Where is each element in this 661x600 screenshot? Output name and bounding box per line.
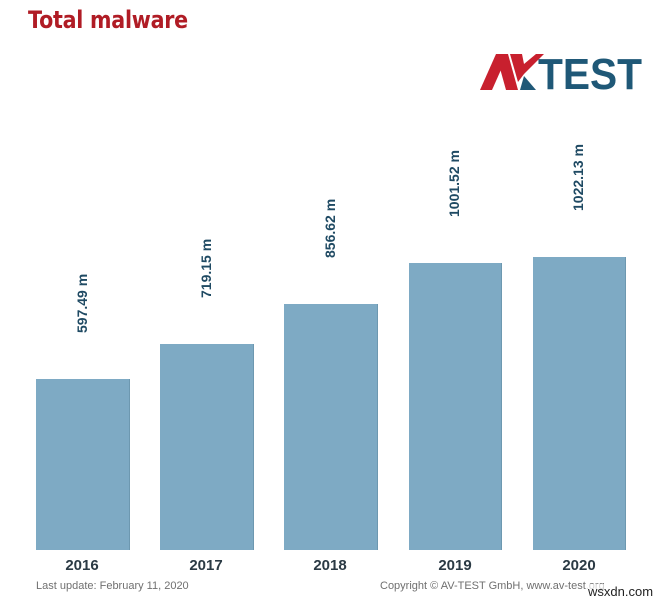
last-update-text: Last update: February 11, 2020 bbox=[36, 580, 189, 592]
bar-2016 bbox=[36, 379, 129, 550]
value-label-2016: 597.49 m bbox=[74, 273, 90, 333]
bar-2017 bbox=[160, 344, 253, 550]
bar-2019 bbox=[409, 263, 501, 550]
watermark-text: wsxdn.com bbox=[586, 584, 656, 599]
bar-2020 bbox=[533, 257, 625, 550]
copyright-text: Copyright © AV-TEST GmbH, www.av-test.or… bbox=[380, 580, 605, 592]
value-label-2020: 1022.13 m bbox=[570, 144, 586, 211]
x-label-2018: 2018 bbox=[313, 557, 347, 574]
av-test-logo-icon: TEST bbox=[480, 52, 642, 92]
logo-text: TEST bbox=[538, 52, 642, 92]
x-label-2017: 2017 bbox=[189, 557, 223, 574]
value-label-2017: 719.15 m bbox=[198, 238, 214, 298]
x-label-2020: 2020 bbox=[562, 557, 596, 574]
chart-title: Total malware bbox=[28, 6, 188, 34]
bar-2018 bbox=[284, 304, 377, 550]
x-label-2016: 2016 bbox=[65, 557, 99, 574]
value-label-2018: 856.62 m bbox=[322, 198, 338, 258]
value-label-2019: 1001.52 m bbox=[446, 150, 462, 217]
x-label-2019: 2019 bbox=[438, 557, 472, 574]
